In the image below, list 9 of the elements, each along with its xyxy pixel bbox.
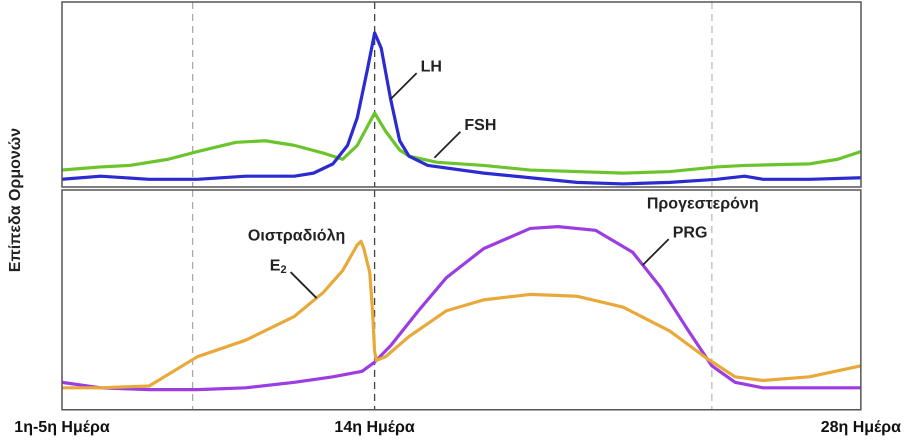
x-tick-label: 28η Ημέρα: [820, 418, 902, 436]
y-axis-title: Επίπεδα Ορμονών: [7, 128, 25, 272]
annotation: FSH: [464, 117, 496, 134]
x-tick-label: 14η Ημέρα: [334, 418, 415, 436]
x-tick-label: 1η-5η Ημέρα: [14, 418, 110, 436]
annotation: LH: [420, 58, 442, 76]
annotation: PRG: [672, 224, 708, 242]
annotation: Οιστραδιόλη: [248, 227, 346, 244]
text: Προγεστερόνη: [646, 195, 759, 212]
